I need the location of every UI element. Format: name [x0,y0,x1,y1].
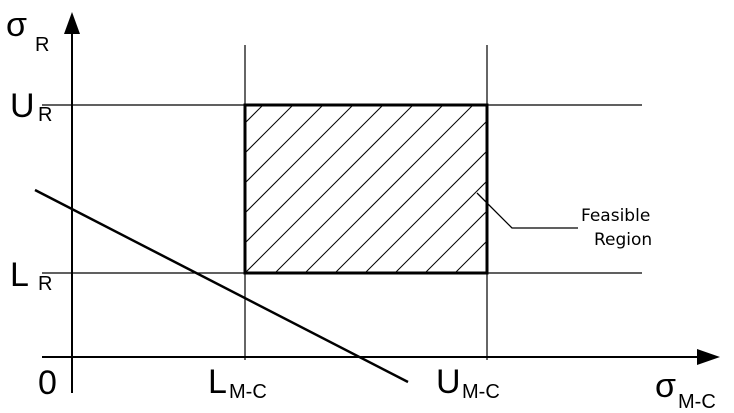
y-axis-arrowhead [64,12,80,34]
region-leader-line [476,192,578,229]
upper-r-label-main: U [10,87,35,125]
constraint-line [34,188,409,384]
upper-mc-label-subscript: M-C [462,381,500,403]
lower-mc-label-subscript: M-C [229,381,267,403]
lower-mc-label-main: L [208,363,227,401]
x-axis-arrowhead [697,349,720,365]
upper-r-label-subscript: R [38,104,52,126]
origin-label: 0 [38,364,57,402]
y-axis-subscript: R [35,34,49,56]
lower-r-label-main: L [10,256,29,294]
x-axis-symbol: σ [655,367,676,405]
feasible-region-hatching [245,105,487,273]
region-label-line2: Region [594,230,652,250]
x-axis-subscript: M-C [678,391,716,413]
y-axis-symbol: σ [6,6,27,44]
feasible-region-rectangle [243,103,489,275]
lower-r-label-subscript: R [38,273,52,295]
upper-mc-label-main: U [436,363,461,401]
region-label-line1: Feasible [581,206,650,226]
